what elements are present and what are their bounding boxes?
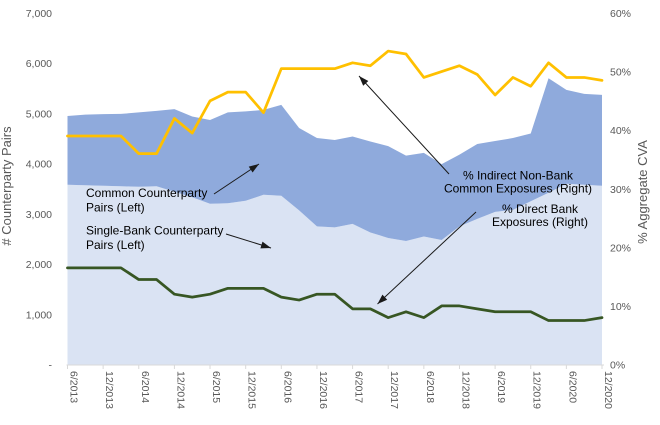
annotation-arrow-indirect-non-bank	[358, 75, 450, 175]
y-left-tick-label: 4,000	[26, 159, 52, 171]
y-left-tick-label: 7,000	[26, 8, 52, 20]
x-tick-label: 6/2017	[353, 371, 365, 403]
y-left-tick-label: -	[49, 360, 53, 372]
x-tick-label: 6/2018	[424, 371, 436, 403]
y-right-tick-label: 0%	[610, 360, 625, 372]
x-tick-label: 12/2017	[388, 371, 400, 409]
x-axis: 6/2013 12/2013 6/2014 12/2014 6/2015 12/2015 6…	[66, 364, 614, 409]
annotation-arrowhead-common-pairs	[248, 164, 259, 173]
annotation-arrow-direct-bank	[377, 211, 477, 305]
x-tick-label: 6/2019	[495, 371, 507, 403]
y-left-tick-label: 3,000	[26, 209, 52, 221]
line-direct-bank	[66, 266, 604, 322]
x-tick-label: 12/2019	[531, 371, 543, 409]
line-indirect-non-bank	[66, 49, 604, 155]
annotation-label-indirect-non-bank: Common Exposures (Right)	[444, 182, 592, 196]
annotation-label-direct-bank: Exposures (Right)	[492, 215, 588, 229]
x-tick-label: 6/2014	[139, 371, 151, 403]
y-axis-right-title: % Aggregate CVA	[635, 140, 650, 244]
y-left-tick-label: 2,000	[26, 259, 52, 271]
y-right-tick-label: 30%	[610, 184, 631, 196]
annotation-label-indirect-non-bank: % Indirect Non-Bank	[463, 169, 574, 183]
annotation-label-common-pairs: Common Counterparty	[86, 186, 207, 200]
x-tick-label: 12/2018	[459, 371, 471, 409]
x-tick-label: 12/2020	[602, 371, 614, 409]
x-tick-label: 6/2013	[68, 371, 80, 403]
y-right-tick-label: 10%	[610, 301, 631, 313]
x-tick-label: 6/2016	[281, 371, 293, 403]
x-tick-label: 12/2013	[103, 371, 115, 409]
y-left-tick-label: 6,000	[26, 58, 52, 70]
annotation-label-common-pairs: Pairs (Left)	[86, 200, 145, 214]
annotation-arrowhead-direct-bank	[377, 294, 388, 304]
y-axis-left-title: # Counterparty Pairs	[0, 126, 14, 246]
area-single-bank	[67, 183, 602, 365]
x-tick-label: 6/2020	[566, 371, 578, 403]
x-tick-label: 12/2014	[174, 371, 186, 409]
annotation-label-single-bank-pairs: Pairs (Left)	[86, 238, 145, 252]
annotation-arrowhead-indirect-non-bank	[359, 76, 369, 86]
y-right-tick-label: 40%	[610, 125, 631, 137]
y-right-tick-label: 50%	[610, 67, 631, 79]
x-tick-label: 12/2016	[317, 371, 329, 409]
series-lines	[66, 49, 604, 322]
y-left-tick-label: 1,000	[26, 309, 52, 321]
y-axis-right: 60% 50% 40% 30% 20% 10% 0%	[610, 8, 631, 372]
y-right-tick-label: 60%	[610, 8, 631, 20]
x-tick-label: 6/2015	[210, 371, 222, 403]
annotation-label-single-bank-pairs: Single-Bank Counterparty	[86, 224, 223, 238]
y-axis-left: 7,000 6,000 5,000 4,000 3,000 2,000 1,000 -	[26, 8, 53, 372]
annotation-label-direct-bank: % Direct Bank	[502, 202, 579, 216]
y-right-tick-label: 20%	[610, 242, 631, 254]
y-left-tick-label: 5,000	[26, 108, 52, 120]
x-tick-label: 12/2015	[246, 371, 258, 409]
annotation-arrowhead-single-bank-pairs	[260, 241, 271, 249]
